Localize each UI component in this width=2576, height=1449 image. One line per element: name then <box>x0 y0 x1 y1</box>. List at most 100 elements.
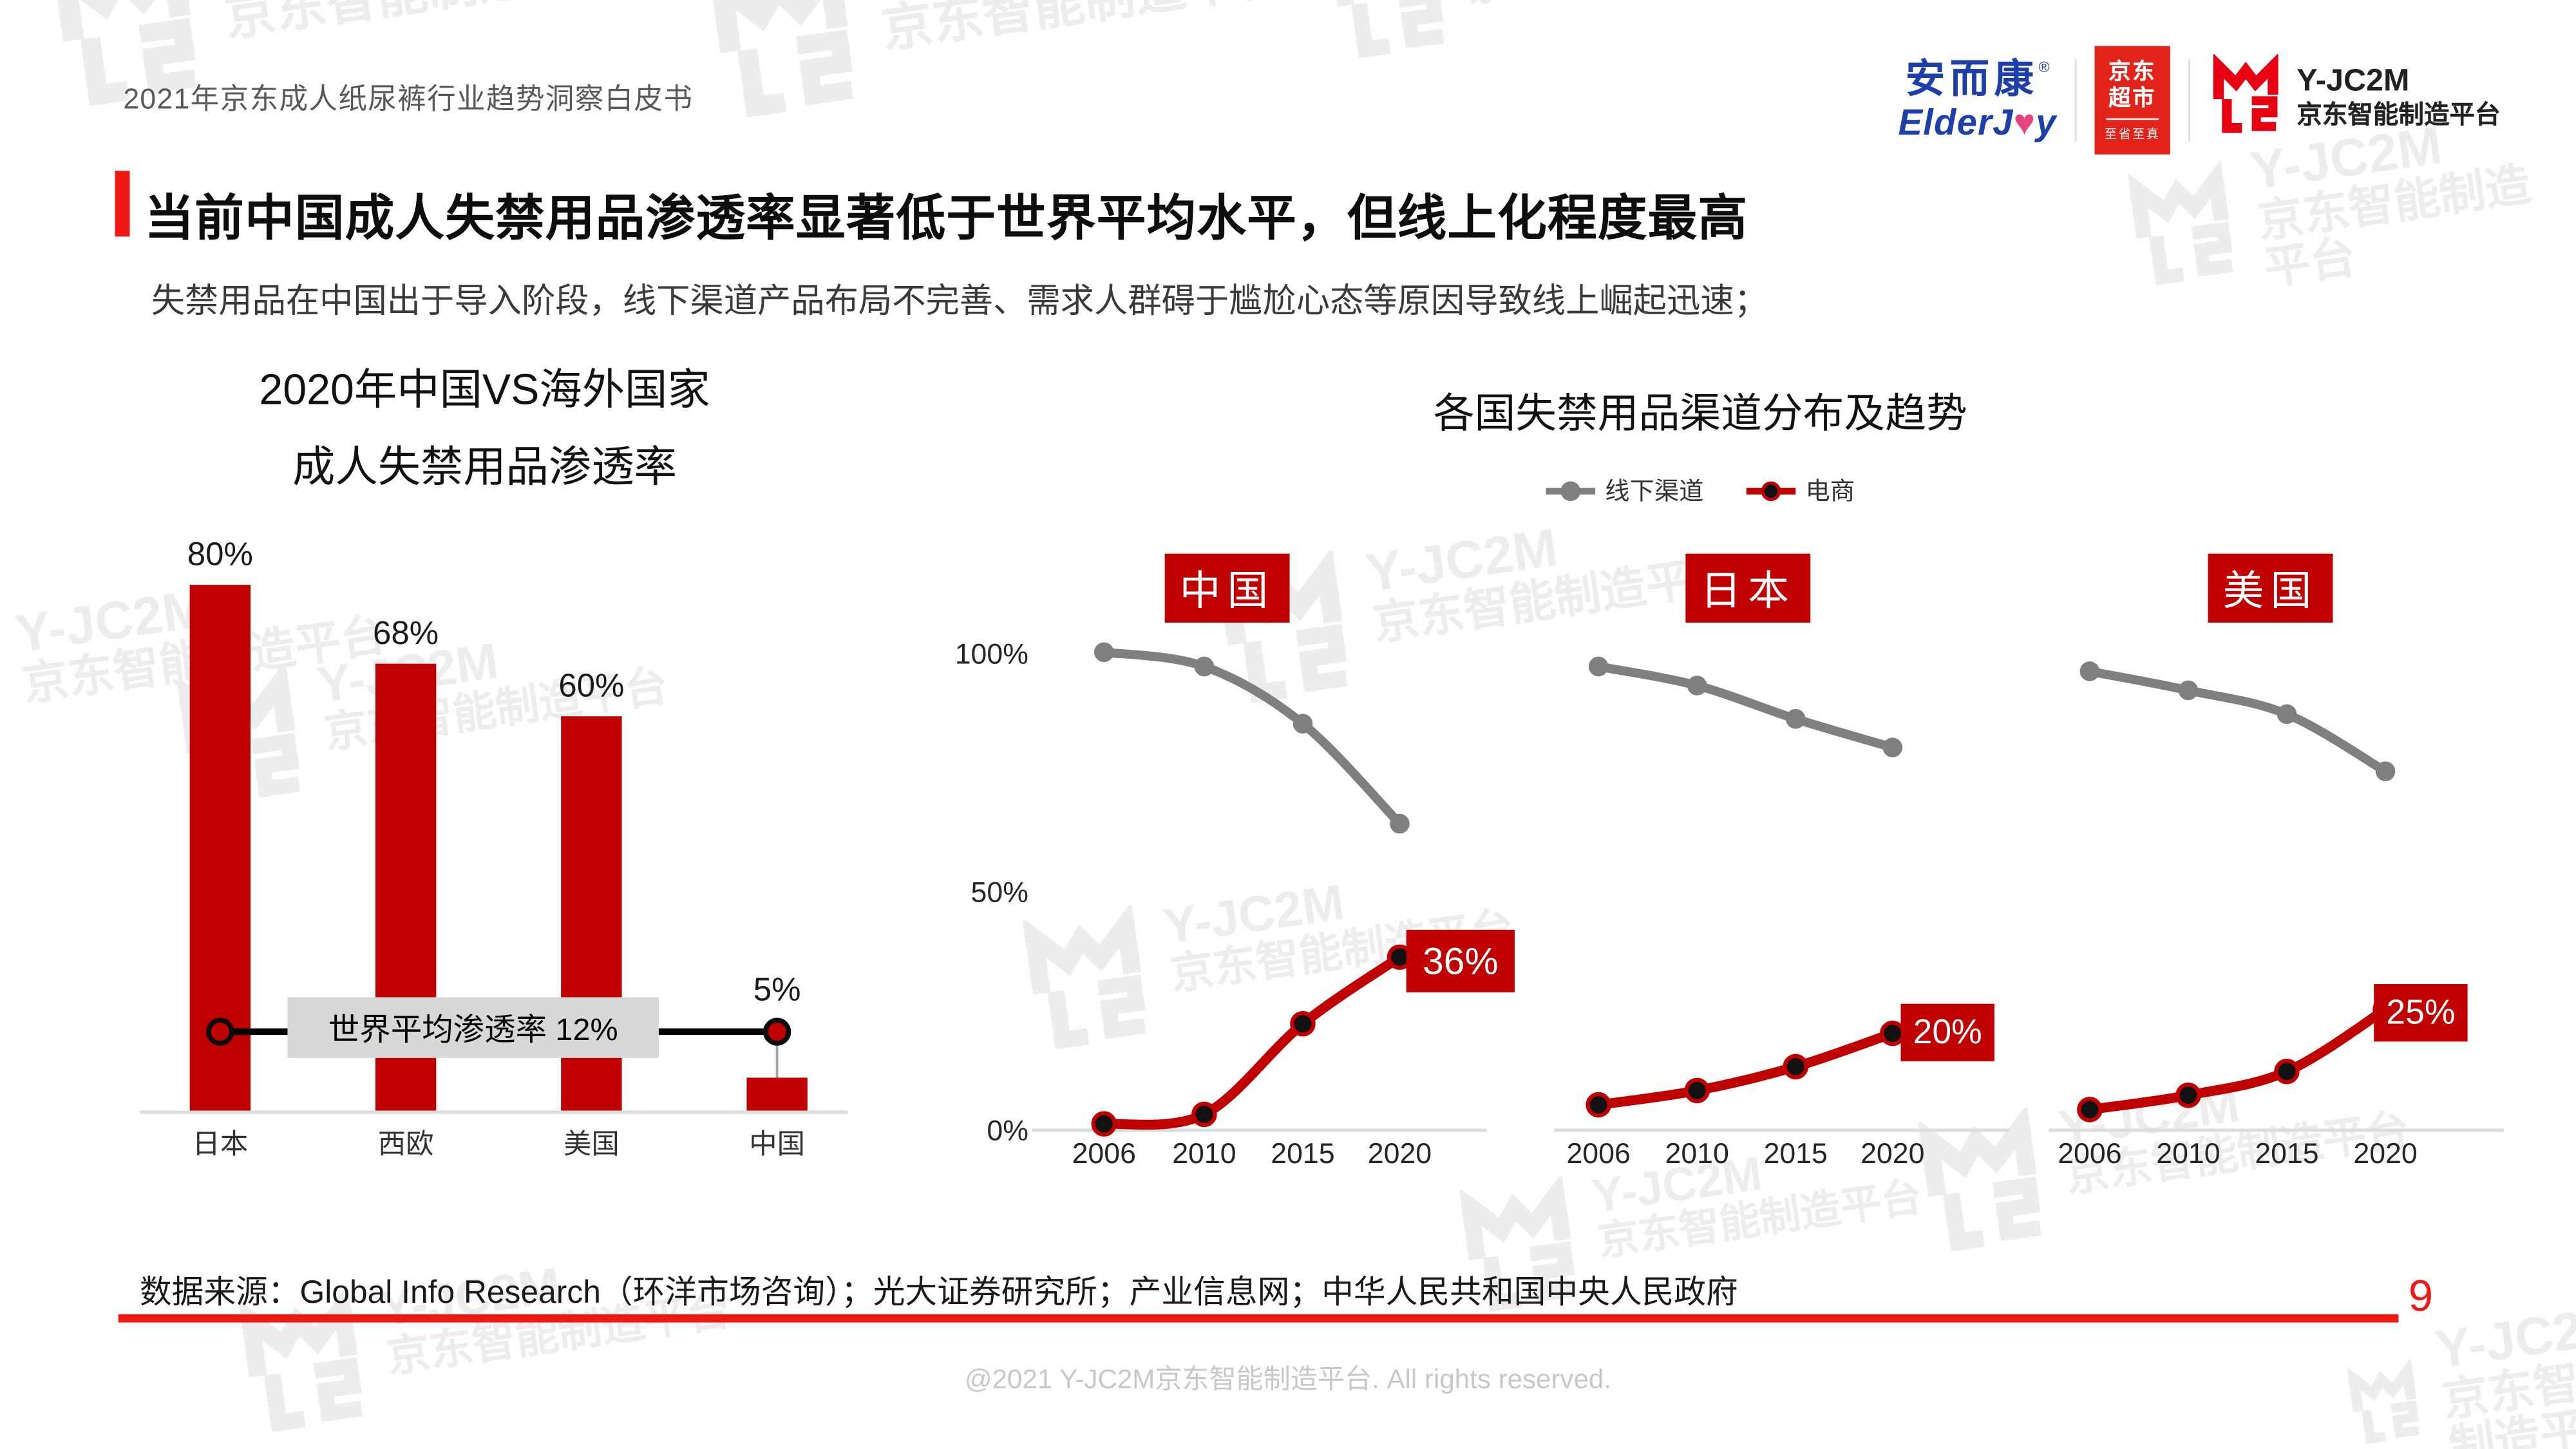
world-average-marker-left <box>206 1018 234 1046</box>
offline-point-japan-2015 <box>1785 709 1806 729</box>
page-number: 9 <box>2408 1271 2434 1321</box>
ecommerce-point-japan-2020 <box>1879 1020 1906 1046</box>
yjc2m-watermark-icon <box>1327 0 1444 59</box>
legend-item-ecommerce: 电商 <box>1746 473 1855 508</box>
bar-value-label-usa: 60% <box>558 668 625 705</box>
offline-point-usa-2020 <box>2375 761 2396 782</box>
ecommerce-2020-callout-japan: 20% <box>1900 1003 1994 1061</box>
copyright-note: @2021 Y-JC2M京东智能制造平台. All rights reserve… <box>964 1365 1612 1395</box>
country-box-china: 中国 <box>1164 553 1290 623</box>
watermark-line2: 京东智能制造平台 <box>19 608 390 711</box>
offline-point-china-2010 <box>1194 656 1215 677</box>
ecommerce-line-china <box>1103 952 1403 1130</box>
ecommerce-point-usa-2015 <box>2274 1058 2300 1084</box>
offline-line-usa <box>2088 667 2388 775</box>
elderjoy-logo: 安而康® ElderJ♥y <box>1898 57 2057 142</box>
watermark-line2: 京东智能制造平台 <box>1370 547 1741 650</box>
ecommerce-line-usa <box>2088 1005 2389 1115</box>
watermark-line2: 京东智能制造平台 <box>1595 1173 1925 1265</box>
offline-point-usa-2015 <box>2277 704 2297 724</box>
offline-line-swatch <box>1546 480 1595 500</box>
bar-value-label-japan: 80% <box>187 537 253 574</box>
ecommerce-line-japan <box>1598 1028 1895 1110</box>
world-average-callout: 世界平均渗透率 12% <box>287 997 659 1058</box>
ecommerce-line-swatch <box>1746 480 1796 500</box>
document-title: 2021年京东成人纸尿裤行业趋势洞察白皮书 <box>123 82 694 115</box>
data-source-note: 数据来源：Global Info Research（环洋市场咨询）；光大证券研究… <box>139 1274 1738 1311</box>
bar-china <box>746 1077 808 1111</box>
yjc2m-watermark-icon <box>2127 159 2233 286</box>
yjc2m-name: Y-JC2M <box>2297 64 2410 100</box>
watermark-yjc2m: Y-JC2M 京东智能制造平台 <box>1320 0 1799 71</box>
ecommerce-point-china-2010 <box>1191 1101 1217 1128</box>
offline-point-china-2015 <box>1293 714 1313 734</box>
ecommerce-2020-callout-usa: 25% <box>2374 984 2468 1042</box>
watermark-line1: Y-JC2M <box>1361 516 1561 603</box>
world-average-marker-right <box>762 1018 791 1046</box>
offline-line-china <box>1103 647 1403 827</box>
x-label-usa-2010: 2010 <box>2156 1137 2221 1170</box>
page-title: 当前中国成人失禁用品渗透率显著低于世界平均水平，但线上化程度最高 <box>144 192 1748 247</box>
logo-divider <box>2188 59 2190 142</box>
ecommerce-2020-callout-china: 36% <box>1406 929 1515 992</box>
jd-supermarket-logo: 京东 超市 至省至真 <box>2094 46 2170 155</box>
x-label-china-2006: 2006 <box>1072 1137 1136 1170</box>
yjc2m-watermark-icon <box>176 662 300 808</box>
offline-point-japan-2010 <box>1687 676 1707 696</box>
elderjoy-en: ElderJ♥y <box>1898 100 2057 142</box>
watermark-yjc2m: Y-JC2M 京东智能制造平台 <box>0 556 396 778</box>
yjc2m-watermark-icon <box>1917 1106 2041 1252</box>
offline-point-china-2006 <box>1094 642 1114 663</box>
bar-category-label-western-europe: 西欧 <box>377 1128 434 1160</box>
y-tick-0pct: 0% <box>987 1113 1028 1147</box>
yjc2m-watermark-icon <box>0 610 12 778</box>
yjc2m-logo: Y-JC2M 京东智能制造平台 <box>2208 52 2501 147</box>
bar-chart-title-line1: 2020年中国VS海外国家 <box>259 365 710 414</box>
yjc2m-cn: 京东智能制造平台 <box>2297 102 2501 131</box>
jd-supermarket-line2: 超市 <box>2108 84 2157 109</box>
offline-point-usa-2010 <box>2178 680 2199 701</box>
country-box-japan: 日本 <box>1685 553 1811 623</box>
x-label-japan-2006: 2006 <box>1566 1137 1631 1170</box>
footer-accent-line <box>118 1314 2399 1323</box>
brand-logo-row: 安而康® ElderJ♥y 京东 超市 至省至真 Y-JC2M 京东智能制造平台 <box>1898 46 2501 155</box>
elderjoy-cn: 安而康® <box>1905 57 2050 101</box>
watermark-yjc2m: Y-JC2M 京东智能制造平台 <box>697 0 1296 133</box>
headline-accent-bar <box>115 171 130 237</box>
x-label-japan-2020: 2020 <box>1861 1137 1925 1170</box>
ecommerce-point-japan-2010 <box>1684 1077 1710 1104</box>
y-tick-100pct: 100% <box>954 637 1028 670</box>
ecommerce-point-china-2015 <box>1290 1011 1316 1037</box>
bar-chart-title: 2020年中国VS海外国家 成人失禁用品渗透率 <box>148 352 822 506</box>
watermark-line2: 京东智能制造平台 <box>221 0 632 47</box>
ecommerce-point-usa-2006 <box>2077 1097 2103 1122</box>
offline-point-japan-2006 <box>1588 656 1609 677</box>
x-label-japan-2015: 2015 <box>1763 1137 1828 1170</box>
bar-category-label-usa: 美国 <box>563 1128 620 1160</box>
ecommerce-point-japan-2015 <box>1783 1054 1809 1080</box>
bar-chart-title-line2: 成人失禁用品渗透率 <box>292 442 677 491</box>
bar-japan <box>189 585 251 1111</box>
x-label-china-2020: 2020 <box>1367 1137 1432 1170</box>
offline-point-japan-2020 <box>1882 737 1903 758</box>
x-label-japan-2010: 2010 <box>1665 1137 1729 1170</box>
legend-item-offline: 线下渠道 <box>1546 473 1703 508</box>
yjc2m-logo-icon <box>2208 52 2284 147</box>
ecommerce-point-usa-2010 <box>2175 1082 2201 1108</box>
bar-category-label-china: 中国 <box>749 1128 805 1160</box>
y-tick-50pct: 50% <box>971 875 1028 909</box>
x-label-usa-2015: 2015 <box>2255 1137 2319 1170</box>
yjc2m-watermark-icon <box>1022 904 1146 1050</box>
offline-point-usa-2006 <box>2079 661 2100 681</box>
x-label-usa-2020: 2020 <box>2353 1137 2418 1170</box>
chart-legend: 线下渠道 电商 <box>1208 473 2193 508</box>
jd-supermarket-separator <box>2106 117 2159 119</box>
offline-line-japan <box>1597 662 1894 752</box>
x-label-china-2010: 2010 <box>1172 1137 1236 1170</box>
yjc2m-watermark-icon <box>707 0 854 118</box>
watermark-line2: 京东智能制造平台 <box>878 0 1290 59</box>
bar-value-label-china: 5% <box>753 972 801 1009</box>
legend-label-ecommerce: 电商 <box>1805 478 1855 506</box>
heart-icon: ♥ <box>2013 100 2036 142</box>
